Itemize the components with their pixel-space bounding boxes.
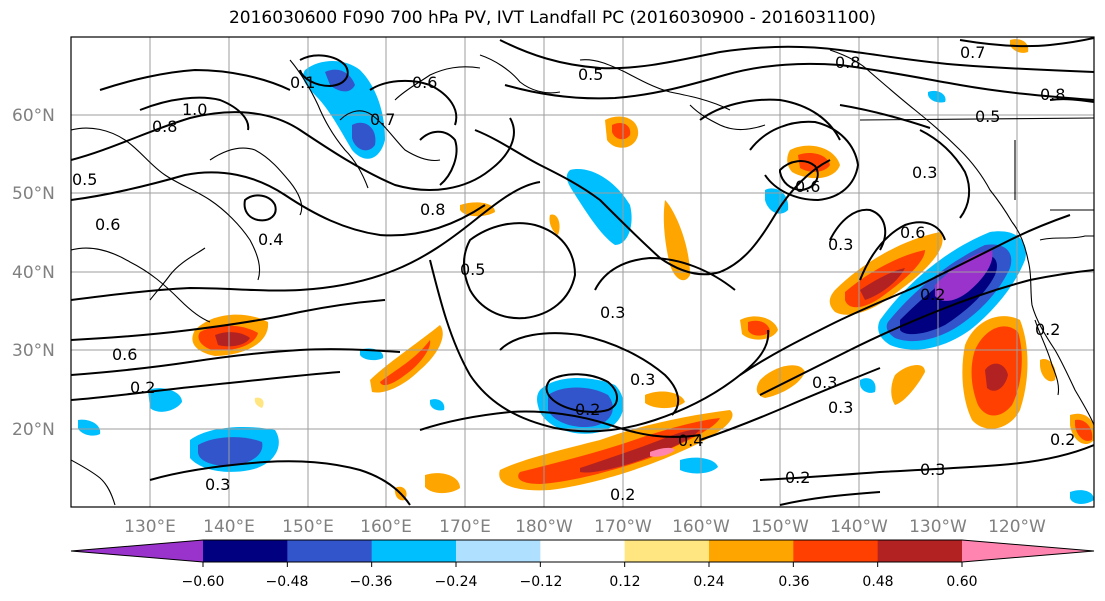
colorbar-segment [624,540,710,562]
contour-labels: 0.1 0.6 1.0 0.8 0.6 0.5 0.8 0.4 0.7 0.5 … [72,43,1075,504]
lat-label: 30°N [12,341,55,361]
contour-label: 0.2 [785,468,810,487]
map-frame [70,36,1095,508]
contour-label: 0.6 [412,73,437,92]
lat-label: 40°N [12,263,55,283]
pv-contours [71,37,1094,506]
colorbar-tick-label: −0.36 [350,574,393,590]
contour-label: 1.0 [182,100,207,119]
contour-label: 0.7 [960,43,985,62]
lon-label: 160°E [360,517,412,537]
contour-label: 0.2 [610,485,635,504]
colorbar-segment [709,540,794,562]
colorbar-extend-min [71,540,203,562]
colorbar-tick-label: −0.60 [182,574,225,590]
contour-label: 0.3 [630,370,655,389]
lat-label: 50°N [12,184,55,204]
contour-label: 0.1 [290,73,315,92]
colorbar [70,539,1095,567]
contour-label: 0.8 [420,200,445,219]
contour-label: 0.5 [72,170,97,189]
contour-label: 0.3 [205,475,230,494]
colorbar-segment [203,540,288,562]
contour-label: 0.3 [920,460,945,479]
contour-label: 0.8 [835,53,860,72]
graticule [71,37,1094,507]
contour-label: 0.4 [258,230,283,249]
contour-label: 0.6 [795,177,820,196]
colorbar-segment [793,540,879,562]
lon-label: 170°W [594,517,652,537]
lon-label: 120°W [988,517,1046,537]
contour-label: 0.5 [578,65,603,84]
contour-label: 0.6 [95,215,120,234]
colorbar-tick-label: 0.36 [778,574,809,590]
longitude-labels: 130°E 140°E 150°E 160°E 170°E 180°W 170°… [124,517,1046,537]
map-title: 2016030600 F090 700 hPa PV, IVT Landfall… [228,8,876,28]
lon-label: 130°W [909,517,967,537]
colorbar-ticks: −0.60 −0.48 −0.36 −0.24 −0.12 0.12 0.24 … [182,574,978,590]
colorbar-tick-label: −0.12 [520,574,563,590]
contour-label: 0.6 [112,345,137,364]
lon-label: 160°W [672,517,730,537]
contour-label: 0.2 [575,400,600,419]
lon-label: 140°W [830,517,888,537]
latitude-labels: 60°N 50°N 40°N 30°N 20°N [12,106,55,440]
contour-label: 0.3 [828,235,853,254]
contour-label: 0.2 [1050,430,1075,449]
contour-label: 0.4 [678,431,703,450]
contour-label: 0.5 [460,260,485,279]
contour-label: 0.3 [812,373,837,392]
contour-label: 0.8 [1040,85,1065,104]
colorbar-tick-label: −0.48 [266,574,309,590]
colorbar-tick-label: 0.48 [862,574,893,590]
lon-label: 130°E [124,517,176,537]
colorbar-tick-label: −0.24 [435,574,478,590]
colorbar-tick-label: 0.12 [609,574,640,590]
lon-label: 150°W [751,517,809,537]
colorbar-segment [877,540,963,562]
colorbar-segment [371,540,457,562]
contour-label: 0.2 [1035,320,1060,339]
lat-label: 20°N [12,420,55,440]
colorbar-segment [287,540,373,562]
contour-label: 0.3 [912,163,937,182]
colorbar-segment [540,540,626,562]
contour-label: 0.7 [370,110,395,129]
contour-label: 0.2 [920,285,945,304]
lon-label: 140°E [203,517,255,537]
contour-label: 0.8 [152,117,177,136]
lat-label: 60°N [12,106,55,126]
contour-label: 0.3 [828,398,853,417]
contour-label: 0.6 [900,223,925,242]
colorbar-segment [456,540,541,562]
colorbar-tick-label: 0.24 [693,574,724,590]
colorbar-tick-label: 0.60 [946,574,977,590]
colorbar-extend-max [962,540,1094,562]
lon-label: 180°W [515,517,573,537]
lon-label: 170°E [439,517,491,537]
contour-label: 0.2 [130,378,155,397]
map-content: 0.1 0.6 1.0 0.8 0.6 0.5 0.8 0.4 0.7 0.5 … [71,37,1094,507]
contour-label: 0.3 [600,303,625,322]
contour-label: 0.5 [975,107,1000,126]
lon-label: 150°E [282,517,334,537]
positive-anomaly-fills [192,39,1094,501]
